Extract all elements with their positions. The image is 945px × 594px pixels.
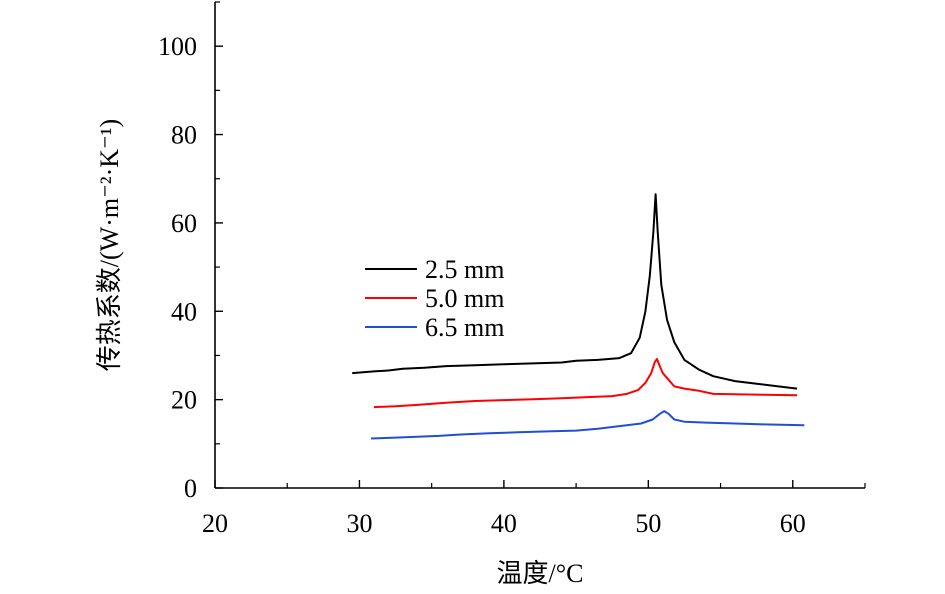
y-tick-label: 20 bbox=[171, 386, 197, 415]
legend-label: 6.5 mm bbox=[425, 313, 504, 342]
legend: 2.5 mm5.0 mm6.5 mm bbox=[365, 255, 504, 342]
legend-label: 5.0 mm bbox=[425, 284, 504, 313]
x-tick-label: 20 bbox=[202, 509, 228, 538]
x-tick-label: 30 bbox=[346, 509, 372, 538]
series-lines bbox=[352, 193, 805, 440]
series-line-2-5-mm bbox=[352, 193, 798, 390]
y-tick-label: 100 bbox=[158, 32, 197, 61]
y-tick-label: 40 bbox=[171, 297, 197, 326]
legend-label: 2.5 mm bbox=[425, 255, 504, 284]
x-tick-label: 40 bbox=[491, 509, 517, 538]
y-tick-label: 0 bbox=[184, 474, 197, 503]
x-axis-title: 温度/°C bbox=[497, 559, 584, 588]
y-tick-label: 60 bbox=[171, 209, 197, 238]
x-tick-label: 50 bbox=[635, 509, 661, 538]
series-line-5-0-mm bbox=[373, 358, 798, 409]
y-tick-label: 80 bbox=[171, 121, 197, 150]
y-axis-title: 传热系数/(W·m⁻²·K⁻¹) bbox=[95, 119, 124, 371]
x-tick-label: 60 bbox=[780, 509, 806, 538]
series-line-6-5-mm bbox=[370, 410, 805, 440]
